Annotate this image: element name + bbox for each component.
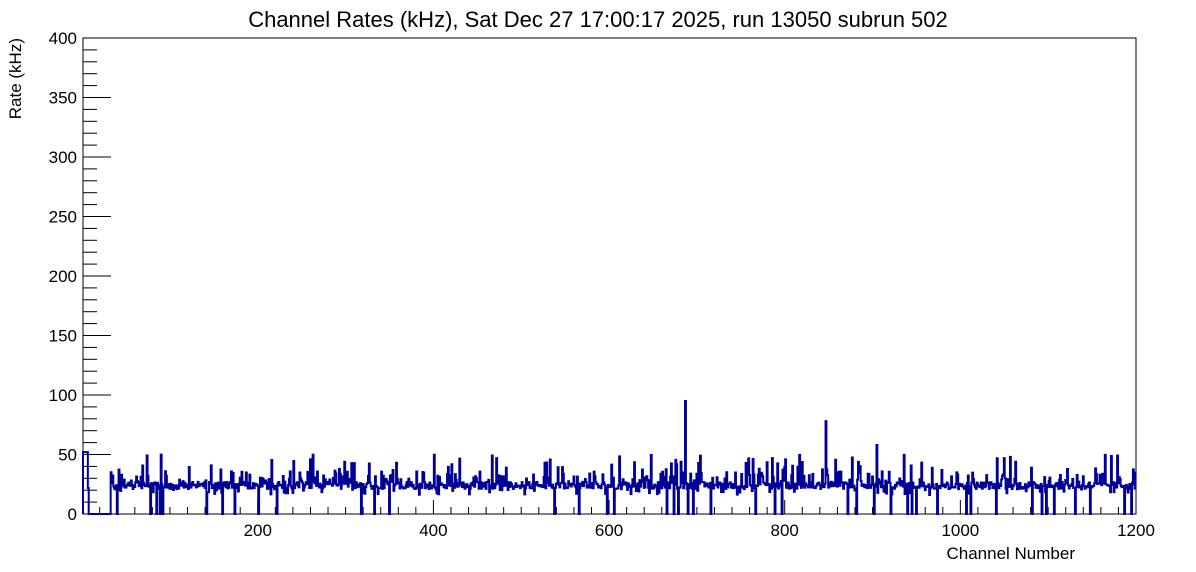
y-tick-label: 300 — [49, 148, 77, 167]
y-tick-label: 400 — [49, 29, 77, 48]
x-tick-label: 1000 — [941, 521, 979, 540]
x-axis-label: Channel Number — [946, 544, 1075, 563]
y-tick-label: 200 — [49, 267, 77, 286]
y-tick-label: 0 — [68, 505, 77, 524]
x-axis: 200 400 600 800 1000 1200 — [99, 500, 1155, 540]
y-tick-label: 150 — [49, 327, 77, 346]
x-tick-label: 800 — [771, 521, 799, 540]
x-tick-label: 400 — [419, 521, 447, 540]
y-axis: 0 50 100 150 200 250 300 350 400 — [49, 29, 111, 524]
x-tick-label: 1200 — [1117, 521, 1155, 540]
y-axis-label: Rate (kHz) — [6, 38, 25, 119]
series-layer — [82, 399, 1137, 515]
x-tick-label: 600 — [595, 521, 623, 540]
y-tick-label: 50 — [58, 446, 77, 465]
chart-title: Channel Rates (kHz), Sat Dec 27 17:00:17… — [248, 7, 948, 32]
y-tick-label: 350 — [49, 89, 77, 108]
y-tick-label: 250 — [49, 208, 77, 227]
channel-rate-series — [82, 399, 1137, 515]
y-tick-label: 100 — [49, 386, 77, 405]
x-tick-label: 200 — [244, 521, 272, 540]
plot-frame — [82, 37, 1137, 515]
